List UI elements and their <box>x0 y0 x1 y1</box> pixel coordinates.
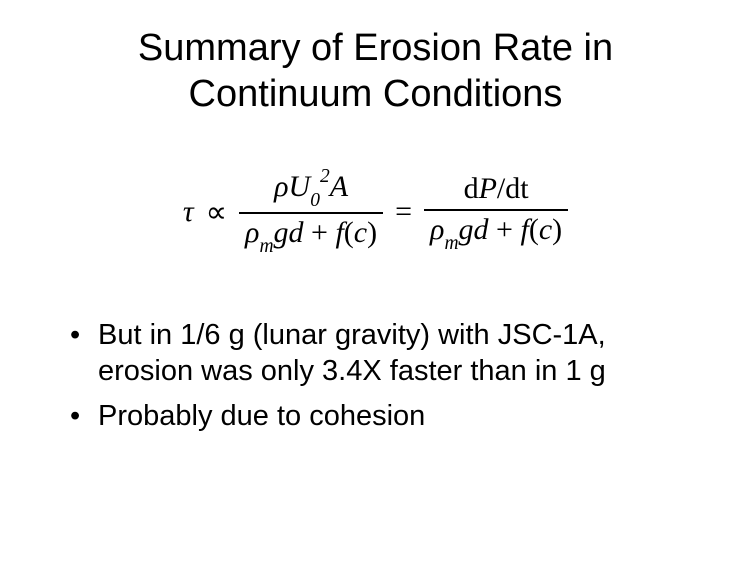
fraction-1-numerator: ρU02A <box>268 167 354 211</box>
bullet-item: But in 1/6 g (lunar gravity) with JSC-1A… <box>70 317 691 390</box>
equation-row: τ ∝ ρU02A ρmgd + f(c) = dP/dt ρmgd + f(c… <box>183 167 568 257</box>
fraction-1-denominator: ρmgd + f(c) <box>239 214 383 257</box>
title-line-1: Summary of Erosion Rate in <box>138 27 613 69</box>
plus-sign: + <box>304 216 336 249</box>
d-symbol: d <box>289 216 304 249</box>
left-paren: ( <box>529 213 539 246</box>
plus-sign: + <box>489 213 521 246</box>
u-symbol: U <box>289 170 311 203</box>
subscript-0: 0 <box>310 190 320 211</box>
f-symbol: f <box>520 213 528 246</box>
g-symbol: g <box>274 216 289 249</box>
right-paren: ) <box>367 216 377 249</box>
g-symbol: g <box>459 213 474 246</box>
superscript-2: 2 <box>320 166 330 187</box>
fraction-2-denominator: ρmgd + f(c) <box>424 211 568 254</box>
subscript-m: m <box>259 236 273 257</box>
rho-m-symbol: ρ <box>245 216 259 249</box>
left-paren: ( <box>344 216 354 249</box>
f-symbol: f <box>335 216 343 249</box>
c-symbol: c <box>354 216 367 249</box>
c-symbol: c <box>539 213 552 246</box>
t-symbol: t <box>520 172 528 205</box>
subscript-m: m <box>444 233 458 254</box>
d-symbol: d <box>474 213 489 246</box>
rho-m-symbol: ρ <box>430 213 444 246</box>
bullet-list: But in 1/6 g (lunar gravity) with JSC-1A… <box>50 317 701 434</box>
fraction-2: dP/dt ρmgd + f(c) <box>424 170 568 254</box>
fraction-1: ρU02A ρmgd + f(c) <box>239 167 383 257</box>
propto-symbol: ∝ <box>206 195 227 230</box>
a-symbol: A <box>330 170 348 203</box>
title-line-2: Continuum Conditions <box>189 73 563 115</box>
tau-symbol: τ <box>183 195 194 229</box>
d-operator-1: d <box>464 172 479 205</box>
bullet-item: Probably due to cohesion <box>70 398 691 434</box>
fraction-2-numerator: dP/dt <box>458 170 535 209</box>
equation: τ ∝ ρU02A ρmgd + f(c) = dP/dt ρmgd + f(c… <box>50 167 701 257</box>
equals-sign: = <box>395 195 412 229</box>
right-paren: ) <box>552 213 562 246</box>
slash-symbol: / <box>497 172 505 205</box>
d-operator-2: d <box>505 172 520 205</box>
p-symbol: P <box>479 172 497 205</box>
slide-title: Summary of Erosion Rate in Continuum Con… <box>50 26 701 117</box>
rho-symbol: ρ <box>274 170 288 203</box>
